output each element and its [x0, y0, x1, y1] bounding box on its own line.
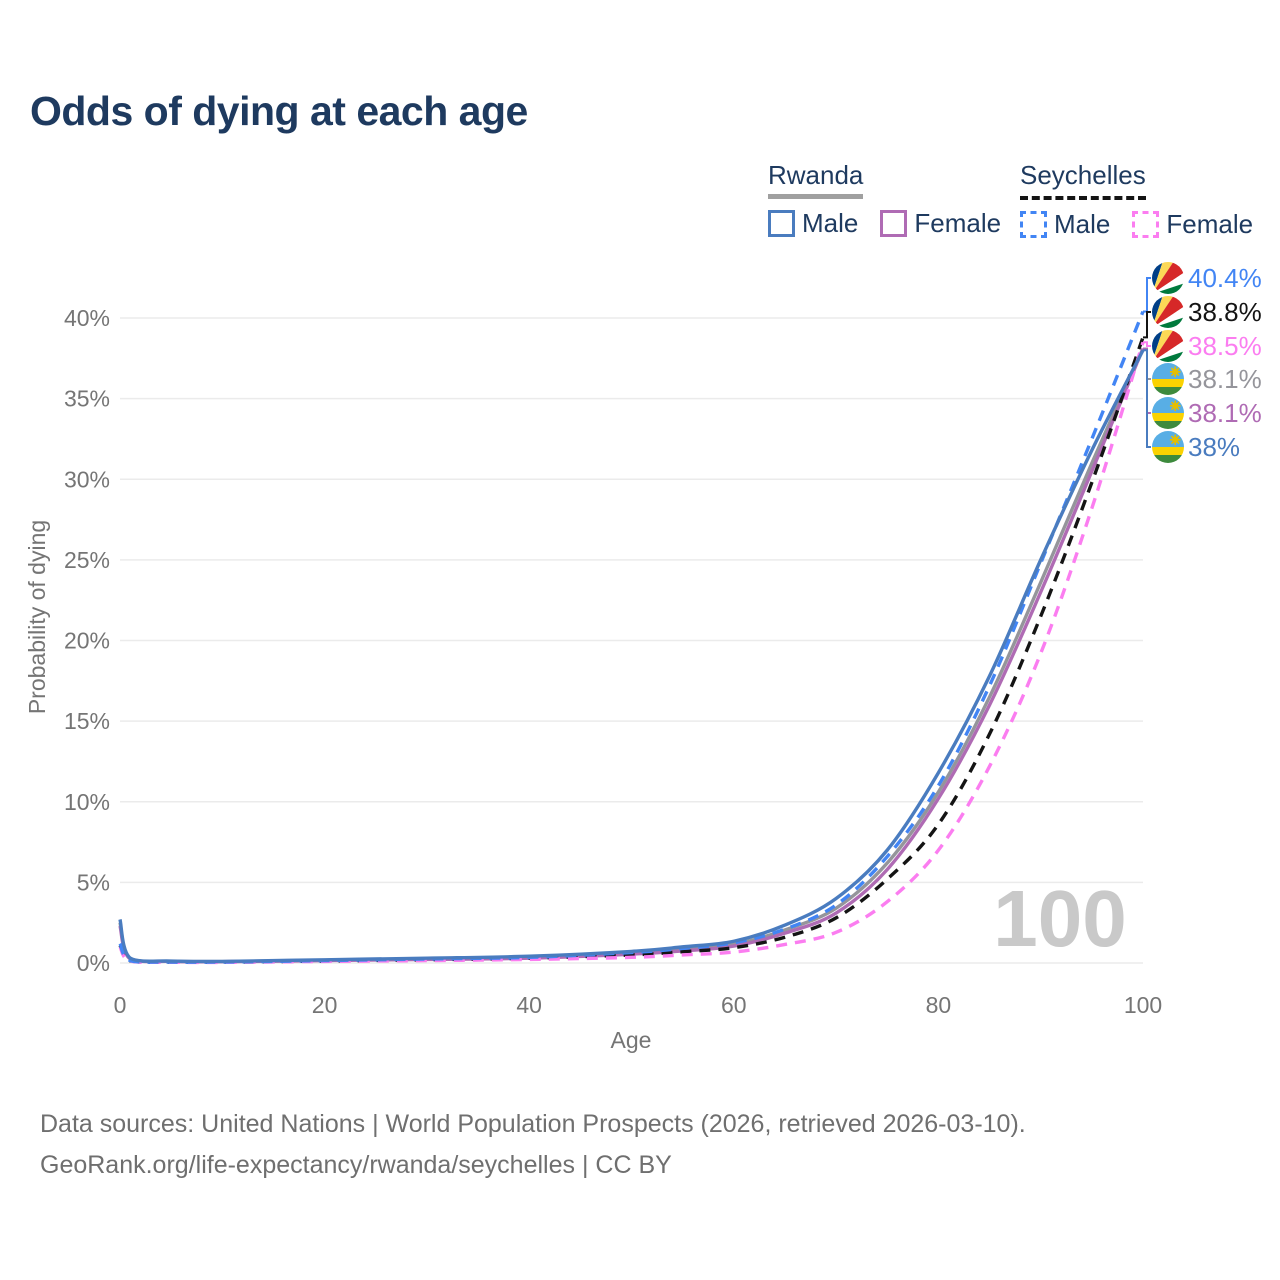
end-value-label-rwanda-both: 38.1%: [1188, 364, 1262, 394]
end-label-connector: [1143, 341, 1151, 347]
flag-band-blue: [1152, 363, 1184, 379]
legend-label: Male: [802, 208, 859, 238]
y-axis-tick-label: 35%: [64, 386, 110, 412]
seychelles-female-checkbox-icon[interactable]: [1132, 211, 1160, 238]
flag-band-yellow: [1152, 330, 1174, 362]
flag-band-blue: [1152, 262, 1163, 294]
rwanda-flag-icon: [1152, 431, 1184, 463]
seychelles-male-checkbox-icon[interactable]: [1020, 211, 1047, 238]
flag-band-white: [1152, 306, 1184, 328]
end-label-connector: [1143, 277, 1151, 313]
legend-label: Female: [1166, 209, 1254, 239]
y-axis-tick-label: 0%: [77, 950, 110, 976]
y-axis-tick-label: 5%: [77, 869, 110, 895]
x-axis-title: Age: [611, 1027, 652, 1053]
legend-item-rwanda-male[interactable]: Male: [768, 208, 858, 239]
x-axis-tick-label: 0: [114, 992, 127, 1018]
age-watermark: 100: [993, 874, 1126, 963]
x-axis-tick-label: 80: [926, 992, 952, 1018]
flag-band-white: [1152, 340, 1184, 362]
rwanda-male-checkbox-icon[interactable]: [768, 210, 795, 237]
flag-sun: [1172, 402, 1179, 409]
x-axis-tick-label: 100: [1124, 992, 1162, 1018]
y-axis-tick-label: 10%: [64, 789, 110, 815]
footer-link-line: GeoRank.org/life-expectancy/rwanda/seych…: [40, 1151, 672, 1179]
flag-band-yellow: [1152, 379, 1184, 387]
end-value-label-rwanda-female: 38.1%: [1188, 398, 1262, 428]
flag-band-red: [1152, 330, 1184, 362]
legend-label: Male: [1054, 209, 1111, 239]
series-line-seychelles-both: [118, 336, 1145, 965]
end-label-connector: [1143, 349, 1151, 448]
series-line-rwanda-female: [118, 347, 1145, 964]
y-axis-tick-label: 20%: [64, 628, 110, 654]
end-value-label-rwanda-male: 38%: [1188, 432, 1240, 462]
flag-band-green: [1152, 421, 1184, 429]
seychelles-flag-icon: [1152, 330, 1184, 362]
flag-band-yellow: [1152, 262, 1174, 294]
flag-band-green: [1152, 387, 1184, 395]
legend-item-seychelles-female[interactable]: Female: [1132, 209, 1253, 240]
flag-sun: [1172, 436, 1179, 443]
end-value-label-seychelles-female: 38.5%: [1188, 331, 1262, 361]
flag-band-blue: [1152, 431, 1184, 447]
seychelles-flag-icon: [1152, 262, 1184, 294]
y-axis-tick-label: 40%: [64, 305, 110, 331]
flag-art: [1152, 397, 1184, 429]
y-axis-tick-label: 30%: [64, 466, 110, 492]
flag-band-white: [1152, 272, 1184, 294]
end-value-label-seychelles-both: 38.8%: [1188, 297, 1262, 327]
flag-band-blue: [1152, 330, 1163, 362]
end-label-connector: [1143, 311, 1151, 339]
x-axis-tick-label: 20: [312, 992, 338, 1018]
legend-item-rwanda-female[interactable]: Female: [880, 208, 1001, 239]
series-line-seychelles-female: [118, 341, 1145, 965]
flag-art: [1152, 262, 1184, 294]
x-axis-tick-label: 60: [721, 992, 747, 1018]
series-line-rwanda-male: [118, 349, 1145, 964]
flag-art: [1152, 363, 1184, 395]
legend-title-rwanda: Rwanda: [768, 160, 864, 199]
end-value-label-seychelles-male: 40.4%: [1188, 263, 1262, 293]
flag-art: [1152, 431, 1184, 463]
flag-band-yellow: [1152, 413, 1184, 421]
flag-band-green: [1152, 351, 1184, 362]
series-line-seychelles-male: [118, 310, 1145, 964]
legend-label: Female: [914, 208, 1002, 238]
rwanda-flag-icon: [1152, 363, 1184, 395]
x-axis-tick-label: 40: [516, 992, 542, 1018]
y-axis-title: Probability of dying: [24, 520, 50, 714]
flag-band-blue: [1152, 296, 1163, 328]
flag-band-red: [1152, 296, 1184, 328]
page-title: Odds of dying at each age: [30, 88, 528, 134]
series-line-rwanda-both: [118, 347, 1145, 964]
flag-band-red: [1152, 262, 1184, 294]
chart-footer: Data sources: United Nations | World Pop…: [40, 1104, 1026, 1186]
flag-sun: [1172, 368, 1179, 375]
rwanda-female-checkbox-icon[interactable]: [880, 210, 908, 237]
flag-band-yellow: [1152, 296, 1174, 328]
flag-art: [1152, 296, 1184, 328]
flag-band-green: [1152, 317, 1184, 328]
flag-band-green: [1152, 455, 1184, 463]
flag-band-blue: [1152, 397, 1184, 413]
flag-band-yellow: [1152, 447, 1184, 455]
legend-item-seychelles-male[interactable]: Male: [1020, 209, 1110, 240]
footer-source-line: Data sources: United Nations | World Pop…: [40, 1110, 1026, 1138]
rwanda-flag-icon: [1152, 397, 1184, 429]
legend-title-seychelles: Seychelles: [1020, 160, 1146, 200]
flag-art: [1152, 330, 1184, 362]
y-axis-tick-label: 25%: [64, 547, 110, 573]
seychelles-flag-icon: [1152, 296, 1184, 328]
legend-group-rwanda: Rwanda Male Female: [768, 160, 1001, 239]
legend-group-seychelles: Seychelles Male Female: [1020, 160, 1253, 240]
y-axis-tick-label: 15%: [64, 708, 110, 734]
flag-band-green: [1152, 283, 1184, 294]
